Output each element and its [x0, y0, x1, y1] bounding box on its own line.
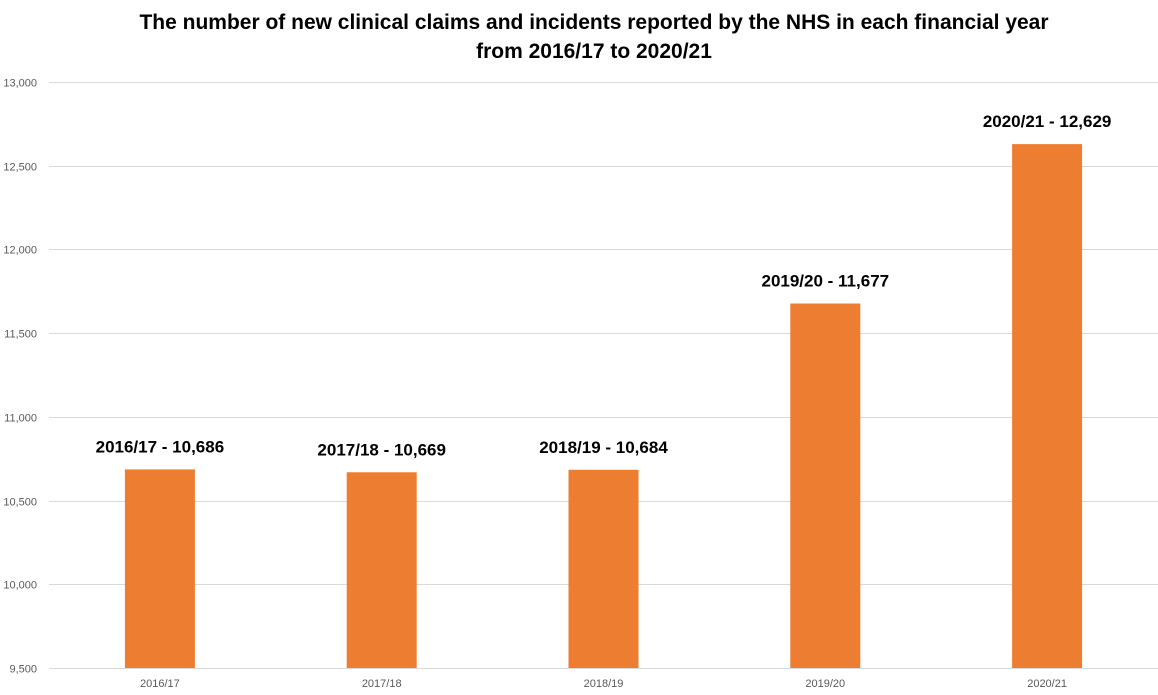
- bar-2016-17: [124, 469, 195, 668]
- x-tick-label: 2019/20: [805, 678, 845, 690]
- data-labels: 2016/17 - 10,686 2017/18 - 10,669 2018/19 …: [96, 112, 1112, 459]
- bar-2018-19: [568, 469, 639, 668]
- bar-2020-21: [1012, 144, 1083, 669]
- bar-2019-20: [790, 303, 861, 668]
- x-tick-label: 2020/21: [1027, 678, 1067, 690]
- x-tick-label: 2018/19: [584, 678, 624, 690]
- y-tick-label: 10,000: [3, 580, 37, 592]
- y-tick-label: 10,500: [3, 497, 37, 509]
- y-tick-label: 11,000: [4, 413, 37, 425]
- y-tick-label: 11,500: [4, 329, 37, 341]
- y-tick-label: 13,000: [3, 78, 37, 90]
- x-tick-label: 2017/18: [362, 678, 402, 690]
- data-label: 2017/18 - 10,669: [317, 440, 446, 459]
- chart-title-line-2: from 2016/17 to 2020/21: [476, 40, 712, 63]
- y-tick-label: 9,500: [9, 664, 37, 676]
- gridlines: [49, 82, 1158, 669]
- data-label: 2020/21 - 12,629: [983, 112, 1112, 131]
- bars: [124, 144, 1083, 669]
- data-label: 2018/19 - 10,684: [539, 438, 668, 457]
- chart-title: The number of new clinical claims and in…: [0, 8, 1158, 66]
- chart-title-line-1: The number of new clinical claims and in…: [139, 11, 1049, 34]
- x-tick-label: 2016/17: [140, 678, 180, 690]
- y-tick-label: 12,000: [3, 245, 37, 257]
- y-axis-tick-labels: 9,500 10,000 10,500 11,000 11,500 12,000 12,50…: [3, 78, 37, 676]
- bar-2017-18: [346, 472, 417, 668]
- y-tick-label: 12,500: [3, 162, 37, 174]
- data-label: 2016/17 - 10,686: [96, 437, 225, 456]
- data-label: 2019/20 - 11,677: [761, 272, 889, 291]
- x-axis-tick-labels: 2016/17 2017/18 2018/19 2019/20 2020/21: [140, 678, 1067, 690]
